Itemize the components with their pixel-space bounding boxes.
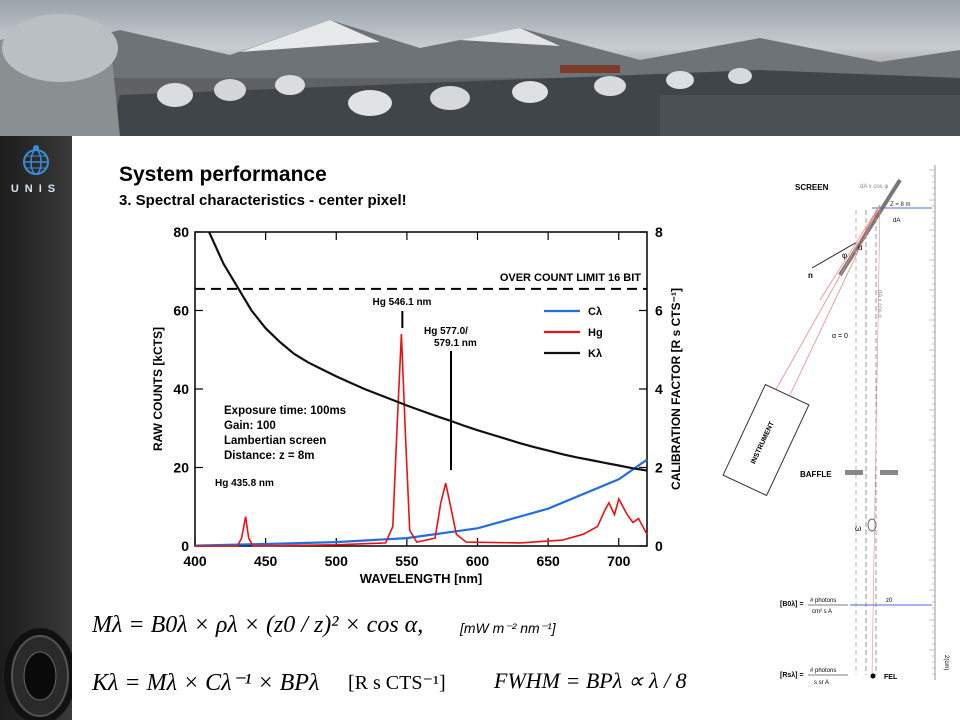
baffle-label: BAFFLE [800,470,832,479]
y-tick-label: 60 [173,303,189,319]
plot-area [194,231,648,547]
logo-text: UNIS [10,183,62,195]
b-unit-num: # photons [810,598,836,604]
y-axis-label: RAW COUNTS [kCTS] [151,327,165,451]
legend-label: Cλ [588,306,602,318]
baffle-left [845,470,863,475]
equation-fwhm: FWHM = BPλ ∝ λ / 8 [494,668,687,693]
x-axis-label: WAVELENGTH [nm] [360,571,483,585]
header-banner-photo [0,0,960,136]
info-text-line: Gain: 100 [224,420,276,432]
y2-tick-label: 6 [655,303,663,319]
y2-tick-label: 8 [655,224,663,240]
series-line-2 [208,231,648,472]
b-unit-label: [B0λ] = [780,600,804,608]
left-sidebar [0,136,76,724]
da-cos-alpha-label: dA x cos α [876,290,882,318]
annotation-label: Hg 546.1 nm [373,297,432,308]
legend: Cλ Hg Kλ [544,306,603,360]
y2-axis-label: CALIBRATION FACTOR [R s CTS⁻¹] [669,288,683,490]
baffle-right [880,470,898,475]
annotation-label: 579.1 nm [434,338,477,349]
globe-logo-icon [23,145,49,175]
y2-tick-label: 2 [655,460,663,476]
r-unit-label: [Rsλ] = [780,671,804,679]
y-tick-label: 40 [173,381,189,397]
normal-arrow [811,241,858,269]
b-unit-den: cm² s A [812,609,832,615]
equation-k-lambda: Kλ = Mλ × Cλ⁻¹ × BPλ [92,670,320,696]
y-tick-label: 80 [173,224,189,240]
r-unit-num: # photons [810,668,836,674]
y2-tick-label: 4 [655,381,663,397]
x-tick-label: 600 [466,553,490,569]
equation-k-unit: [R s CTS⁻¹] [348,672,446,694]
screen-plate [838,178,902,277]
y-tick-label: 20 [173,460,189,476]
legend-label: Hg [588,327,603,339]
alpha-zero-label: α = 0 [832,333,848,340]
info-text-line: Exposure time: 100ms [224,405,346,417]
info-text-line: Distance: z = 8m [224,450,314,462]
z-label: Z = 8 m [890,202,911,208]
ruler-label: 2(cm) [943,655,949,670]
series-line-1 [195,333,648,547]
page-title: System performance [119,163,327,186]
phi-label: φ [842,251,847,260]
equation-m-lambda: Mλ = B0λ × ρλ × (z0 / z)² × cos α, [92,612,424,638]
screen-label: SCREEN [795,183,829,192]
alpha-label: α [858,243,863,252]
y-tick-label: 0 [181,538,189,554]
fel-label: FEL [884,674,898,681]
page-subtitle: 3. Spectral characteristics - center pix… [119,192,407,209]
sidebar-art [4,145,76,724]
camera-lens-icon [4,628,76,724]
spectral-chart: 400 450 500 550 600 650 700 0 20 40 60 80 0 2 4 6 8 OVER… [151,224,683,585]
equation-m-unit: [mW m⁻² nm⁻¹] [460,620,556,636]
x-tick-label: 500 [325,553,349,569]
r-unit-den: s sr A [814,680,829,686]
omega-label: ω [855,524,861,533]
x-tick-label: 650 [536,553,560,569]
info-text-line: Lambertian screen [224,435,326,447]
da-cos-phi-label: dA x cos φ [860,184,888,190]
da-label: dA [893,218,900,224]
annotation-label: Hg 435.8 nm [215,478,274,489]
y2-tick-label: 0 [655,538,663,554]
calibration-geometry-diagram: 2(cm) SCREEN dA x cos φ Z = 8 m dA dA x … [722,165,949,686]
observatory-photo [0,14,960,136]
x-tick-label: 400 [183,553,207,569]
legend-label: Kλ [588,348,602,360]
instrument-box [722,383,810,497]
z0-label: z0 [886,598,893,604]
fel-lamp [870,673,876,679]
series-line-0 [194,458,648,547]
x-tick-label: 450 [254,553,278,569]
n-label: n [808,271,813,280]
x-tick-label: 700 [607,553,631,569]
annotation-label: Hg 577.0/ [424,326,468,337]
x-tick-label: 550 [395,553,419,569]
count-limit-label: OVER COUNT LIMIT 16 BIT [500,272,641,284]
